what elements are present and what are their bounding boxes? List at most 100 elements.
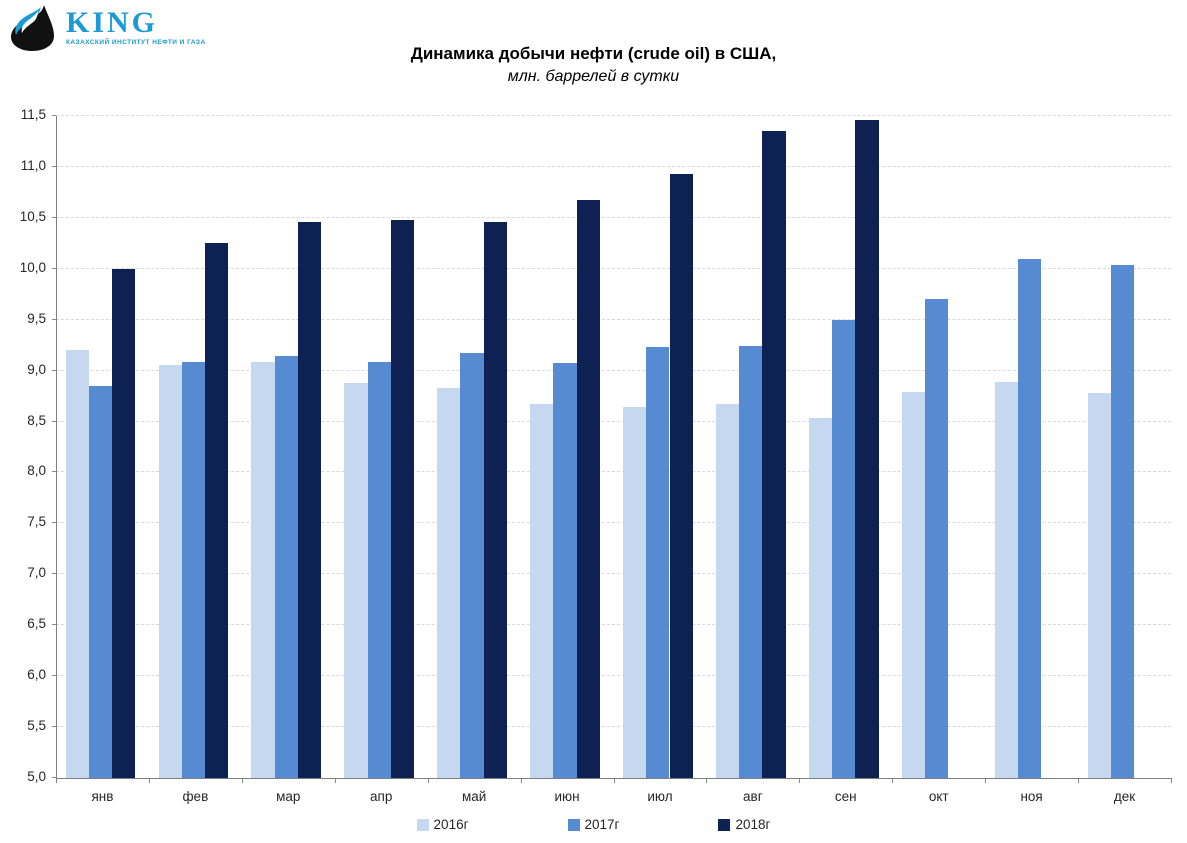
bar (553, 363, 577, 778)
logo-name: KING (66, 6, 159, 39)
bar (1017, 258, 1042, 778)
bar (925, 299, 949, 778)
bar (901, 392, 926, 778)
y-axis-tick (52, 624, 56, 626)
x-axis-tick (520, 779, 522, 783)
bar (832, 319, 856, 778)
x-axis-tick (613, 779, 615, 783)
y-axis-tick (52, 267, 56, 269)
chart-legend: 2016г 2017г 2018г (0, 817, 1187, 832)
bar (994, 381, 1018, 778)
y-gridline (56, 471, 1171, 473)
bar (669, 174, 693, 778)
x-axis-tick (892, 779, 894, 783)
x-axis-tick (241, 779, 243, 783)
y-axis-tick (52, 777, 56, 778)
x-category-label: фев (182, 789, 209, 804)
y-tick-label: 6,5 (27, 616, 46, 632)
x-axis-tick (799, 779, 801, 783)
y-gridline (56, 369, 1171, 371)
y-gridline (56, 675, 1171, 677)
legend-label-2016: 2016г (433, 817, 469, 832)
logo-text-block: KING КАЗАХСКИЙ ИНСТИТУТ НЕФТИ И ГАЗА (66, 4, 206, 47)
x-axis-tick (427, 779, 429, 783)
legend-item-2017: 2017г (567, 817, 620, 832)
y-tick-label: 9,0 (27, 361, 46, 377)
x-axis-tick (334, 779, 336, 783)
y-axis-tick (52, 216, 56, 218)
bar (576, 199, 600, 778)
bar (158, 364, 182, 778)
bar (855, 120, 879, 778)
x-axis-tick (56, 779, 57, 783)
x-category-label: сен (834, 789, 857, 804)
y-gridline (56, 318, 1171, 320)
bar (112, 268, 136, 778)
bar (88, 385, 112, 778)
x-category-label: июн (554, 789, 580, 804)
legend-item-2018: 2018г (718, 817, 770, 832)
y-axis-tick (52, 420, 56, 422)
oil-drop-icon (11, 5, 54, 51)
bar (274, 356, 298, 778)
bar (460, 353, 484, 778)
y-axis-tick (52, 573, 56, 575)
y-axis-tick (52, 318, 56, 320)
y-gridline (56, 624, 1171, 626)
y-axis-tick (52, 726, 56, 728)
bar (65, 350, 89, 778)
bar (739, 346, 763, 778)
y-axis-tick (52, 115, 56, 116)
bar (344, 382, 368, 778)
y-tick-label: 6,0 (27, 667, 46, 683)
y-axis-tick (52, 165, 56, 167)
y-gridline (56, 522, 1171, 524)
y-tick-label: 11,0 (20, 157, 46, 173)
legend-label-2017: 2017г (584, 817, 620, 832)
bar (762, 131, 786, 778)
legend-label-2018: 2018г (735, 817, 771, 832)
x-category-label: янв (91, 789, 114, 804)
y-axis-line (56, 116, 57, 778)
bar (437, 387, 461, 778)
x-category-label: май (461, 789, 487, 804)
y-axis-tick (52, 675, 56, 677)
bar (716, 404, 740, 778)
legend-swatch-2017 (567, 818, 580, 831)
y-tick-label: 7,5 (27, 514, 46, 530)
y-gridline (56, 573, 1171, 575)
x-category-label: окт (928, 789, 949, 804)
y-tick-label: 10,0 (19, 259, 46, 275)
chart-title: Динамика добычи нефти (crude oil) в США, (410, 44, 777, 63)
x-category-label: мар (276, 789, 301, 804)
x-axis-tick (1171, 779, 1172, 783)
x-axis-tick (985, 779, 987, 783)
x-category-label: июл (647, 789, 673, 804)
logo-subtitle: КАЗАХСКИЙ ИНСТИТУТ НЕФТИ И ГАЗА (66, 39, 206, 46)
king-logo: KING КАЗАХСКИЙ ИНСТИТУТ НЕФТИ И ГАЗА (8, 4, 206, 52)
bar (297, 221, 322, 778)
bar (251, 362, 275, 778)
bar (646, 347, 670, 778)
x-axis-tick (148, 779, 150, 783)
bar (204, 243, 229, 778)
y-gridline (56, 165, 1171, 167)
y-axis-tick (52, 471, 56, 473)
bar (367, 362, 391, 778)
bar (808, 418, 833, 778)
x-axis-line (56, 778, 1172, 779)
y-tick-label: 5,5 (27, 718, 46, 734)
y-tick-label: 8,0 (27, 463, 46, 479)
x-axis-tick (1078, 779, 1080, 783)
y-tick-label: 10,5 (19, 208, 46, 224)
bar (623, 407, 647, 778)
y-tick-label: 7,0 (27, 565, 46, 581)
bar (530, 404, 554, 778)
y-gridline (56, 420, 1171, 422)
bar (390, 219, 414, 778)
x-category-label: авг (743, 789, 763, 804)
chart-subtitle: млн. баррелей в сутки (507, 68, 680, 85)
legend-swatch-2018 (718, 818, 731, 831)
bar (1110, 264, 1135, 778)
